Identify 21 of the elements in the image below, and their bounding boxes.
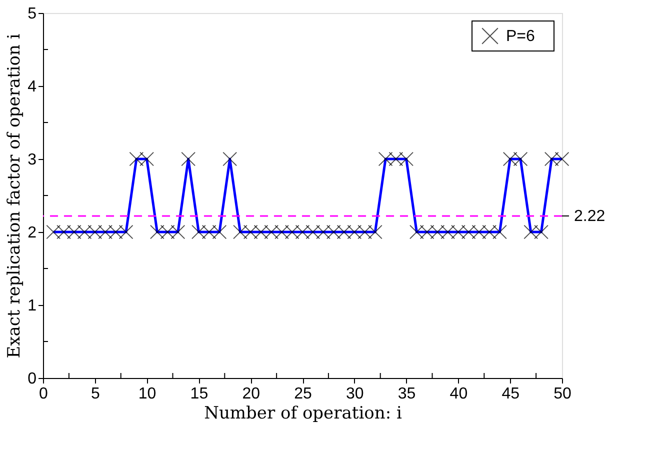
x-axis-title: Number of operation: i (204, 404, 402, 424)
x-tick-label: 40 (450, 386, 468, 402)
y-tick-label: 1 (28, 298, 37, 314)
x-tick-label: 10 (138, 386, 156, 402)
y-axis-title: Exact replication factor of operation i (4, 33, 25, 358)
ref-line-label: 2.22 (574, 208, 606, 225)
x-tick-label: 0 (39, 386, 48, 402)
y-tick-label: 2 (28, 224, 37, 242)
x-tick-label: 50 (554, 386, 572, 402)
x-tick-label: 20 (242, 386, 260, 402)
x-tick-label: 30 (346, 386, 364, 402)
x-tick-label: 25 (294, 386, 312, 402)
y-tick-label: 3 (28, 152, 37, 168)
y-tick-label: 0 (28, 370, 37, 388)
x-tick-label: 35 (398, 386, 416, 402)
legend-label: P=6 (506, 28, 536, 45)
x-tick-label: 45 (502, 386, 520, 402)
x-tick-label: 5 (90, 386, 100, 402)
x-tick-label: 15 (190, 386, 208, 402)
y-tick-label: 4 (28, 78, 37, 96)
y-tick-label: 5 (28, 6, 37, 22)
